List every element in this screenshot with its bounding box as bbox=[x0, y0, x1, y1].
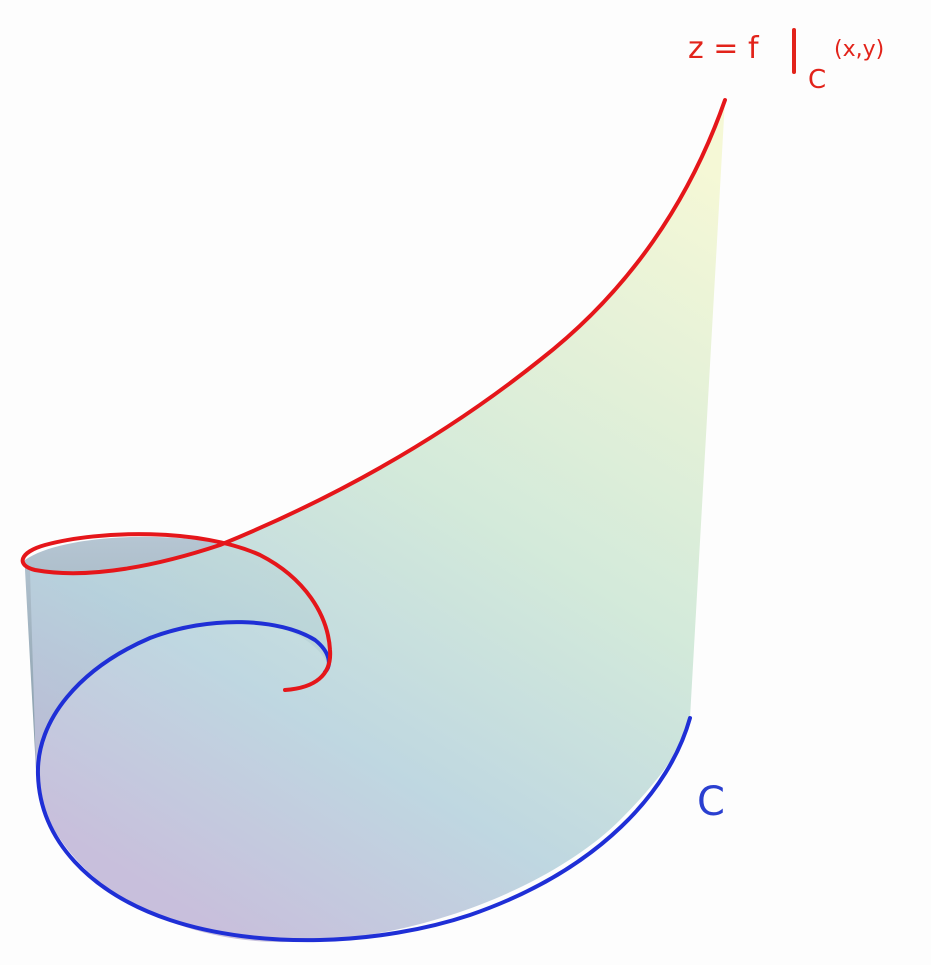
surface-label-subscript: C bbox=[808, 65, 826, 95]
base-curve-label: C bbox=[697, 779, 725, 825]
surface bbox=[30, 100, 725, 943]
surface-curve bbox=[20, 98, 727, 692]
base-curve bbox=[35, 620, 692, 943]
surface-label: z = f bbox=[688, 31, 760, 66]
surface-label-arguments: (x,y) bbox=[834, 37, 884, 62]
